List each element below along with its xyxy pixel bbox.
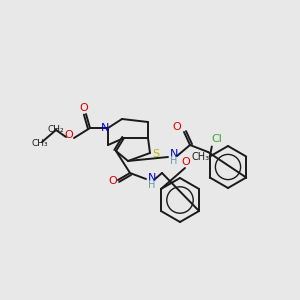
Text: O: O	[172, 122, 182, 132]
Text: H: H	[170, 156, 178, 166]
Text: CH₃: CH₃	[32, 139, 48, 148]
Text: Cl: Cl	[212, 134, 222, 145]
Text: S: S	[152, 149, 160, 159]
Text: CH₂: CH₂	[48, 124, 64, 134]
Text: O: O	[182, 157, 190, 167]
Text: N: N	[148, 173, 156, 183]
Text: O: O	[64, 130, 74, 140]
Text: O: O	[80, 103, 88, 113]
Text: N: N	[101, 123, 109, 133]
Text: CH₃: CH₃	[192, 152, 210, 162]
Text: O: O	[109, 176, 117, 186]
Text: N: N	[170, 149, 178, 159]
Text: H: H	[148, 180, 156, 190]
